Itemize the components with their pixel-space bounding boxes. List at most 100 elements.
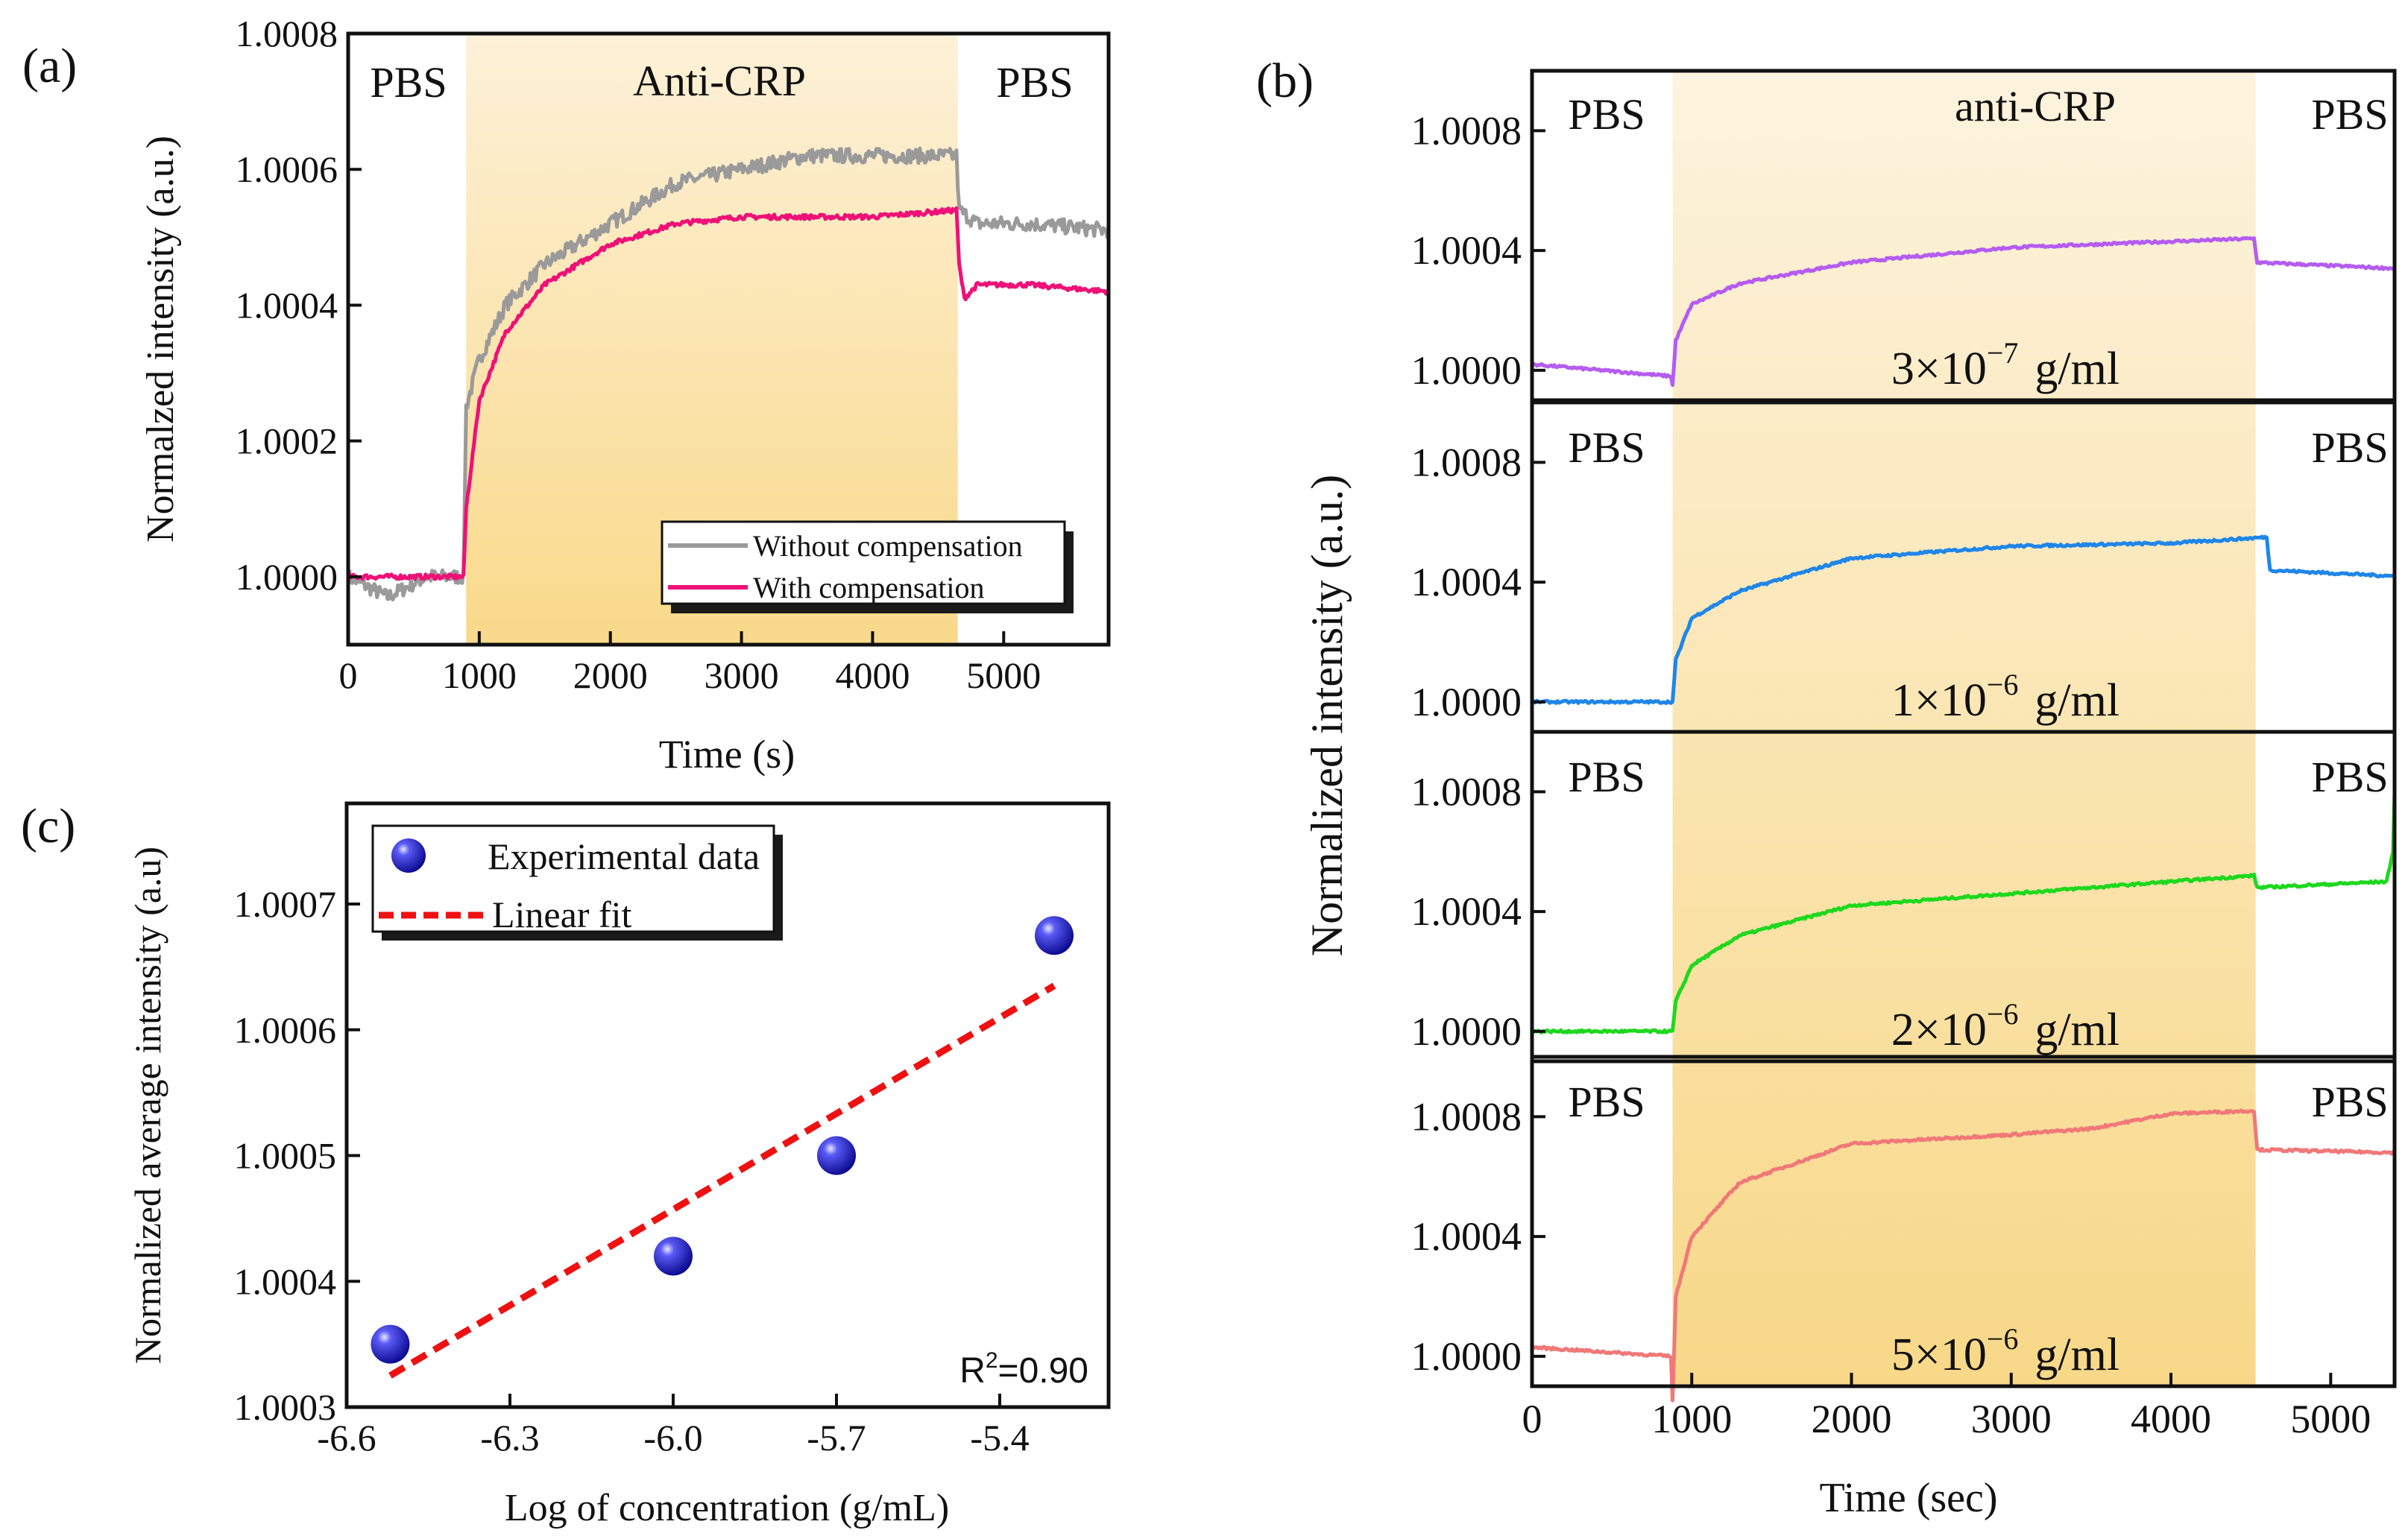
panel-c-y-ticks: 1.0003 1.0004 1.0005 1.0006 1.0007 (234, 883, 360, 1428)
b-y-tick-label: 1.0004 (1411, 560, 1522, 604)
b-x-tick-label: 3000 (1971, 1397, 2052, 1441)
c-x-tick-label: -6.0 (643, 1417, 702, 1459)
region-pbs-left: PBS (370, 58, 447, 107)
concentration-label: 2×10−6 g/ml (1891, 997, 2119, 1055)
panel-c-legend: Experimental data Linear fit (371, 824, 783, 941)
panel-a-series (346, 146, 1111, 601)
panel-a-y-label: Normalzed intensity (a.u.) (139, 136, 182, 543)
region-pbs-left: PBS (1568, 753, 1645, 801)
panel-c-x-label: Log of concentration (g/mL) (505, 1487, 949, 1529)
b-y-tick-label: 1.0000 (1411, 348, 1522, 393)
a-y-tick-label: 1.0000 (236, 556, 338, 598)
subpanel-frame-1 (1530, 69, 2397, 402)
b-y-tick-label: 1.0004 (1411, 1214, 1522, 1259)
c-y-tick-label: 1.0007 (234, 883, 337, 925)
a-x-tick-label: 4000 (835, 654, 910, 696)
a-x-tick-label: 5000 (966, 654, 1041, 696)
b-y-tick-label: 1.0000 (1411, 1009, 1522, 1054)
region-pbs-left: PBS (1568, 1078, 1645, 1126)
c-y-tick-label: 1.0006 (234, 1009, 337, 1051)
panel-c-y-label: Normalized average intensity (a.u) (127, 847, 168, 1364)
panel-a: (a) 0 1000 2000 3000 4000 5000 1.00001.00021.… (22, 13, 1111, 777)
region-pbs-right: PBS (2311, 423, 2388, 472)
panel-b-y-ticks: 1.0000 1.0004 1.0008 1.0000 1.0004 1.0008 1.00… (1411, 108, 1545, 1379)
panel-b-label: (b) (1256, 54, 1314, 108)
a-y-tick-label: 1.0008 (236, 13, 338, 54)
b-x-tick-label: 5000 (2290, 1397, 2371, 1441)
panel-b-annotations: PBS PBS 3×10−7 g/ml PBS PBS 1×10−6 g/ml PBS PBS 2×… (1568, 90, 2388, 1380)
concentration-label: 3×10−7 g/ml (1891, 336, 2119, 394)
region-pbs-left: PBS (1568, 90, 1645, 139)
legend-label-experimental-data: Experimental data (488, 835, 760, 877)
concentration-label: 1×10−6 g/ml (1891, 668, 2119, 726)
r-squared-annotation: R2=0.90 (959, 1348, 1088, 1391)
a-x-tick-label: 0 (339, 654, 358, 696)
panel-b-x-ticks: 0 1000 2000 3000 4000 5000 (1522, 1373, 2371, 1441)
a-y-tick-label: 1.0006 (236, 148, 338, 190)
panel-a-label: (a) (22, 39, 77, 93)
region-pbs-right: PBS (996, 58, 1073, 107)
panel-a-y-ticks: 1.0000 1.0002 1.0004 1.0006 1.0008 (236, 13, 362, 598)
panel-b: (b) 0 1000 2000 3000 4000 5000 1.00001.00041.… (1256, 54, 2397, 1521)
series-line-with-compensation (347, 206, 1111, 581)
linear-fit-line (388, 982, 1056, 1379)
region-pbs-right: PBS (2311, 90, 2388, 139)
series-line-without-compensation (346, 146, 1111, 601)
data-point (817, 1136, 856, 1175)
c-x-tick-label: -6.3 (480, 1417, 539, 1459)
panel-c-x-ticks: -6.6 -6.3 -6.0 -5.7 -5.4 (317, 1394, 1030, 1459)
c-x-tick-label: -5.7 (807, 1417, 866, 1459)
b-x-tick-label: 1000 (1651, 1397, 1732, 1441)
legend-marker-experimental-data (391, 838, 426, 873)
panel-a-plot-frame (346, 31, 1111, 647)
b-y-tick-label: 1.0008 (1411, 1094, 1522, 1139)
legend-label-with-compensation: With compensation (753, 571, 985, 604)
a-x-tick-label: 1000 (442, 654, 517, 696)
panel-c-label: (c) (21, 799, 75, 853)
b-y-tick-label: 1.0008 (1411, 108, 1522, 153)
c-x-tick-label: -5.4 (970, 1417, 1029, 1459)
panel-c-fit (388, 982, 1056, 1379)
series-line-subpanel-3 (1531, 792, 2397, 1034)
series-line-subpanel-1 (1531, 236, 2396, 388)
c-x-tick-label: -6.6 (317, 1417, 376, 1459)
panel-b-y-label: Normalized intensity (a.u.) (1302, 475, 1352, 956)
subpanel-frame-3 (1530, 730, 2397, 1064)
region-anti-crp: Anti-CRP (633, 57, 806, 105)
series-line-subpanel-4 (1531, 1108, 2396, 1403)
legend-label-linear-fit: Linear fit (492, 894, 632, 935)
a-y-tick-label: 1.0004 (236, 284, 338, 326)
b-y-tick-label: 1.0004 (1411, 228, 1522, 273)
b-y-tick-label: 1.0004 (1411, 889, 1522, 934)
panel-a-legend: Without compensation With compensation (661, 520, 1074, 613)
region-pbs-left: PBS (1568, 423, 1645, 472)
panel-b-region-title: anti-CRP (1955, 82, 2116, 130)
panel-c: (c) -6.6 -6.3 -6.0 -5.7 -5.4 1.00031.00041.0… (21, 799, 1111, 1529)
subpanel-frame-4 (1530, 1055, 2397, 1388)
panel-b-frames (1530, 69, 2397, 1388)
b-y-tick-label: 1.0008 (1411, 440, 1522, 484)
b-y-tick-label: 1.0008 (1411, 769, 1522, 814)
a-x-tick-label: 3000 (705, 654, 779, 696)
c-y-tick-label: 1.0003 (234, 1386, 337, 1428)
panel-b-shade (1672, 71, 2256, 1386)
region-pbs-right: PBS (2311, 753, 2388, 801)
panel-c-points (371, 916, 1074, 1364)
b-y-tick-label: 1.0000 (1411, 1334, 1522, 1379)
legend-label-without-compensation: Without compensation (753, 529, 1023, 563)
a-y-tick-label: 1.0002 (236, 420, 338, 462)
panel-c-plot-frame (344, 801, 1111, 1409)
data-point (371, 1324, 410, 1364)
panel-a-x-ticks: 0 1000 2000 3000 4000 5000 (339, 631, 1041, 696)
concentration-label: 5×10−6 g/ml (1891, 1322, 2119, 1380)
b-x-tick-label: 4000 (2131, 1397, 2211, 1441)
b-x-tick-label: 0 (1522, 1397, 1542, 1441)
data-point (654, 1236, 693, 1276)
data-point (1035, 916, 1074, 955)
panel-a-x-label: Time (s) (659, 732, 795, 777)
panel-b-x-label: Time (sec) (1819, 1475, 1997, 1521)
c-y-tick-label: 1.0005 (234, 1135, 337, 1177)
a-x-tick-label: 2000 (573, 654, 648, 696)
panel-b-series (1531, 236, 2397, 1403)
